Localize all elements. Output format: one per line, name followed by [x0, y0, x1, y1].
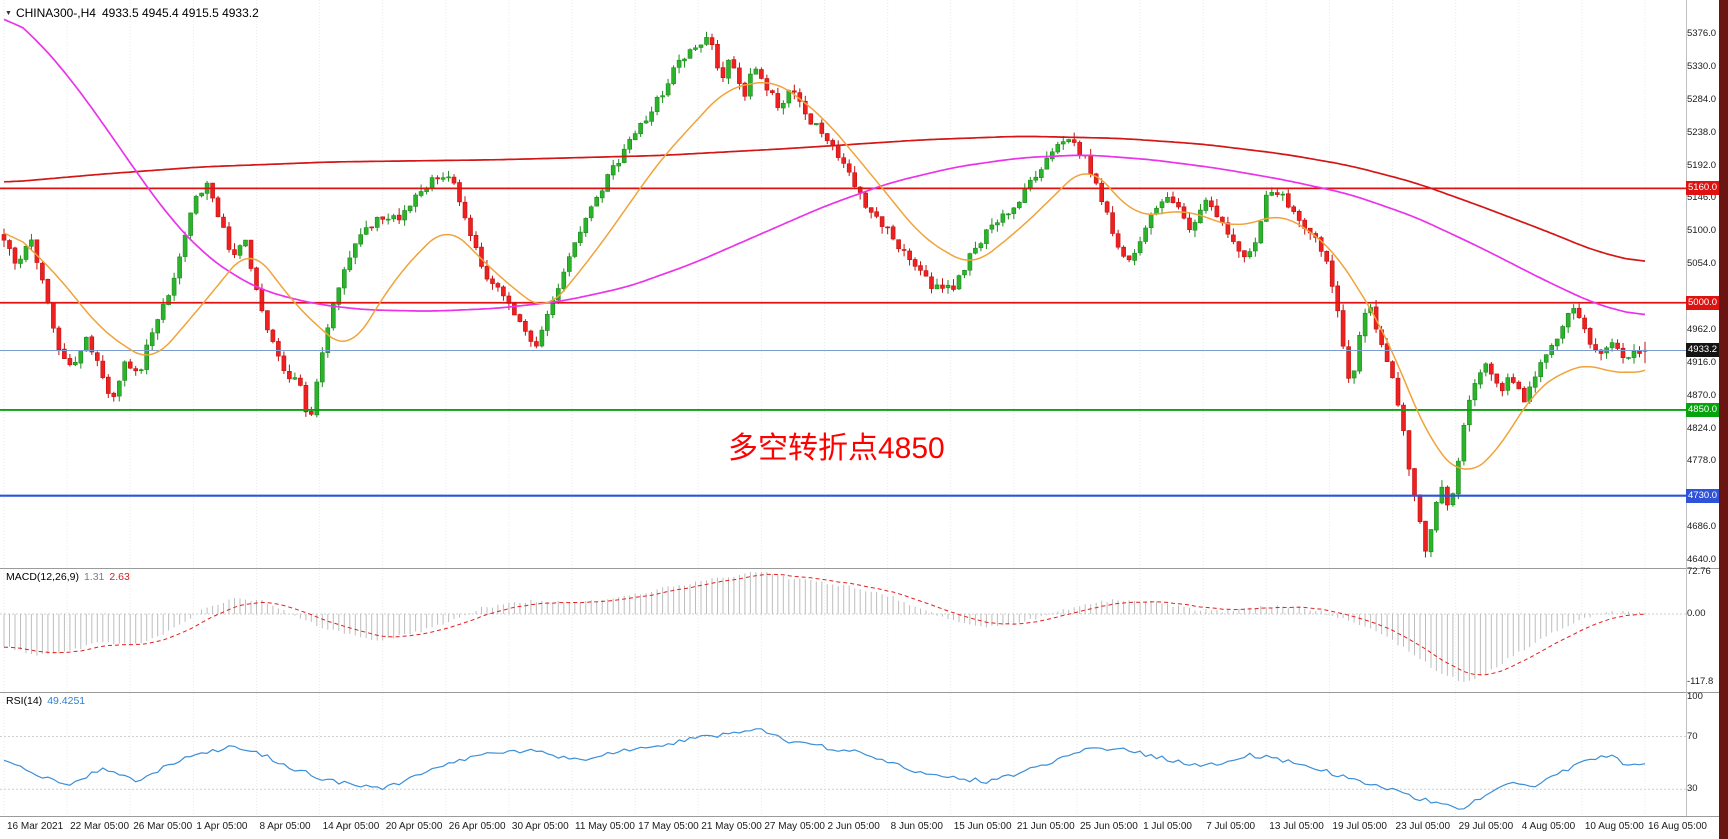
price-level-badge: 5160.0	[1686, 181, 1720, 196]
window-edge-strip	[1719, 0, 1728, 839]
ma-mid-magenta	[3, 18, 1646, 316]
ohlc-values-label: 4933.5 4945.4 4915.5 4933.2	[101, 6, 259, 20]
time-axis-label: 8 Apr 05:00	[259, 821, 311, 832]
price-axis-tick: 5238.0	[1687, 126, 1717, 138]
price-axis-tick: 4962.0	[1687, 323, 1717, 335]
price-axis-tick: 4686.0	[1687, 521, 1717, 533]
time-axis-label: 21 Jun 05:00	[1016, 821, 1075, 832]
time-axis-label: 19 Jul 05:00	[1332, 821, 1387, 832]
macd-name-label: MACD(12,26,9)	[6, 571, 79, 583]
price-axis-tick: 4916.0	[1687, 356, 1717, 368]
price-axis-tick: 5330.0	[1687, 60, 1717, 72]
price-axis-tick: 5284.0	[1687, 93, 1717, 105]
candles-layer	[1, 31, 1648, 558]
rsi-indicator-label: RSI(14) 49.4251	[6, 695, 90, 708]
macd-signal-line	[3, 573, 1646, 676]
macd-indicator-label: MACD(12,26,9) 1.31 2.63	[6, 571, 135, 584]
time-axis-label: 20 Apr 05:00	[385, 821, 443, 832]
rsi-name-label: RSI(14)	[6, 695, 43, 707]
time-axis-label: 26 Apr 05:00	[448, 821, 506, 832]
time-axis-label: 17 May 05:00	[638, 821, 699, 832]
rsi-axis-tick: 70	[1687, 730, 1698, 742]
chevron-down-icon[interactable]: ▼	[5, 10, 12, 17]
symbol-period-label: CHINA300-,H4	[15, 6, 96, 20]
time-axis-label: 23 Jul 05:00	[1395, 821, 1451, 832]
time-axis-label: 21 May 05:00	[701, 821, 762, 832]
time-axis-label: 1 Jul 05:00	[1143, 821, 1192, 832]
grid-lines	[3, 0, 1646, 816]
time-axis-label: 30 Apr 05:00	[511, 821, 569, 832]
annotation-text: 多空转折点4850	[728, 432, 945, 465]
current-price-badge: 4933.2	[1686, 343, 1720, 358]
macd-axis-tick: -117.8	[1687, 675, 1714, 687]
time-axis-label: 13 Jul 05:00	[1269, 821, 1324, 832]
macd-signal-value: 2.63	[109, 571, 130, 583]
price-axis-tick: 4824.0	[1687, 422, 1717, 434]
time-axis-label: 14 Apr 05:00	[322, 821, 380, 832]
price-axis-tick: 5054.0	[1687, 258, 1717, 270]
time-axis-label: 1 Apr 05:00	[196, 821, 248, 832]
price-axis-tick: 4778.0	[1687, 455, 1717, 467]
time-axis-label: 4 Aug 05:00	[1521, 821, 1576, 832]
time-axis-label: 7 Jul 05:00	[1206, 821, 1256, 832]
time-axis-label: 15 Jun 05:00	[953, 821, 1012, 832]
time-axis-label: 27 May 05:00	[764, 821, 825, 832]
price-level-badge: 4850.0	[1686, 402, 1720, 417]
time-axis-label: 8 Jun 05:00	[890, 821, 943, 832]
rsi-line	[3, 728, 1646, 810]
macd-axis-tick: 72.76	[1687, 566, 1711, 577]
price-level-badge: 4730.0	[1686, 488, 1720, 503]
macd-main-value: 1.31	[83, 571, 105, 583]
time-axis-label: 29 Jul 05:00	[1458, 821, 1514, 832]
rsi-axis-tick: 30	[1687, 783, 1698, 795]
price-axis-tick: 4640.0	[1687, 554, 1717, 565]
rsi-axis-tick: 100	[1687, 691, 1703, 702]
time-axis-label: 11 May 05:00	[575, 821, 635, 832]
price-axis-tick: 4870.0	[1687, 389, 1717, 401]
price-axis-tick: 5192.0	[1687, 159, 1717, 171]
time-axis-label: 16 Mar 2021	[7, 821, 64, 832]
ma-slow-red	[3, 135, 1646, 262]
macd-axis-tick: 0.00	[1687, 608, 1706, 619]
time-axis-label: 26 Mar 05:00	[133, 821, 193, 832]
time-axis-label: 25 Jun 05:00	[1079, 821, 1138, 832]
price-axis-tick: 5100.0	[1687, 225, 1717, 237]
rsi-value: 49.4251	[47, 695, 86, 707]
price-axis-tick: 5146.0	[1687, 192, 1717, 204]
time-axis-label: 22 Mar 05:00	[70, 821, 130, 832]
time-axis-label: 16 Aug 05:00	[1648, 821, 1707, 832]
time-axis-label: 2 Jun 05:00	[827, 821, 880, 832]
macd-histogram	[3, 572, 1646, 682]
ma-fast-orange	[3, 81, 1646, 470]
chart-header: ▼ CHINA300-,H4 4933.5 4945.4 4915.5 4933.2	[5, 6, 259, 23]
price-level-badge: 5000.0	[1686, 295, 1720, 310]
price-axis-tick: 5376.0	[1687, 28, 1717, 39]
time-axis-label: 10 Aug 05:00	[1584, 821, 1644, 832]
